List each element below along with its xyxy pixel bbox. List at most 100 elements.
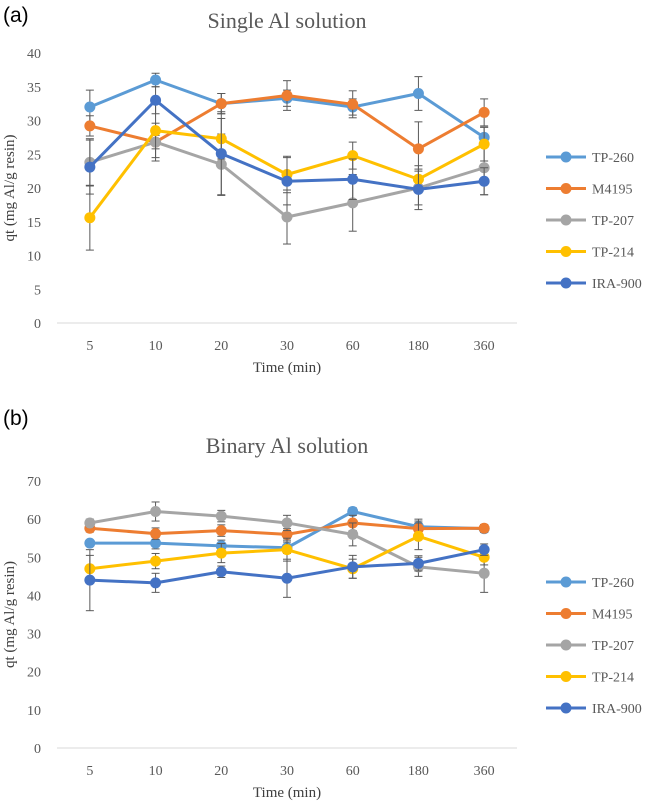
x-tick-label: 60	[346, 339, 360, 354]
data-point	[281, 90, 293, 102]
series-ira-900	[84, 543, 490, 612]
x-tick-label: 30	[280, 764, 294, 779]
data-point	[84, 120, 96, 132]
y-axis-label: qt (mg Al/g resin)	[2, 134, 18, 241]
x-tick-label: 5	[86, 339, 93, 354]
y-tick-label: 10	[27, 704, 41, 719]
y-axis-label: qt (mg Al/g resin)	[2, 561, 18, 668]
data-point	[150, 555, 162, 567]
y-tick-label: 25	[27, 148, 41, 163]
data-point	[84, 517, 96, 529]
y-tick-label: 35	[27, 81, 41, 96]
data-point	[84, 574, 96, 586]
data-point	[84, 161, 96, 173]
x-tick-label: 180	[408, 764, 429, 779]
y-tick-label: 0	[34, 742, 41, 757]
legend-item: IRA-900	[546, 277, 642, 292]
legend-item: IRA-900	[546, 702, 642, 717]
data-point	[347, 506, 359, 518]
data-point	[84, 537, 96, 549]
y-tick-label: 30	[27, 628, 41, 643]
data-point	[215, 510, 227, 522]
legend-label: IRA-900	[592, 702, 642, 717]
x-axis-label: Time (min)	[253, 360, 321, 376]
data-point	[281, 528, 293, 540]
x-tick-label: 5	[86, 764, 93, 779]
x-tick-label: 30	[280, 339, 294, 354]
data-point	[412, 88, 424, 99]
legend-marker	[560, 671, 572, 682]
legend-item: M4195	[546, 183, 632, 198]
x-tick-label: 20	[214, 339, 228, 354]
data-point	[347, 98, 359, 110]
data-point	[478, 175, 490, 187]
panel-label: (b)	[3, 407, 29, 430]
legend-label: M4195	[592, 608, 632, 623]
data-point	[84, 101, 96, 113]
data-point	[84, 212, 96, 224]
chart-panel-a: (a) Single Al solution 0 5 10 15 20 25 30 35 40 5 10…	[2, 4, 642, 376]
legend-item: TP-214	[546, 246, 634, 261]
data-point	[412, 143, 424, 155]
legend-marker	[560, 608, 572, 619]
legend-label: TP-207	[592, 214, 634, 229]
legend-item: TP-214	[546, 671, 634, 686]
panel-label: (a)	[3, 4, 29, 27]
legend-marker	[560, 702, 572, 714]
data-point	[281, 572, 293, 584]
y-tick-label: 30	[27, 115, 41, 130]
data-point	[150, 528, 162, 540]
data-point	[478, 106, 490, 118]
y-tick-label: 15	[27, 216, 41, 231]
series-ira-900	[84, 86, 490, 211]
data-point	[215, 566, 227, 578]
data-point	[281, 175, 293, 187]
chart-title: Single Al solution	[208, 8, 367, 33]
legend-item: M4195	[546, 608, 632, 623]
x-axis-label: Time (min)	[253, 785, 321, 801]
x-tick-label: 180	[408, 339, 429, 354]
legend-item: TP-207	[546, 214, 634, 229]
data-point	[478, 567, 490, 579]
data-point	[150, 74, 162, 86]
legend-marker	[560, 246, 572, 257]
data-point	[412, 183, 424, 195]
legend-label: TP-214	[592, 246, 634, 261]
data-point	[478, 551, 490, 563]
data-point	[215, 148, 227, 160]
legend-label: TP-214	[592, 671, 634, 686]
legend-marker	[560, 277, 572, 289]
data-point	[281, 211, 293, 223]
data-point	[347, 150, 359, 162]
y-tick-label: 70	[27, 475, 41, 490]
legend-label: TP-260	[592, 576, 634, 591]
data-point	[478, 138, 490, 150]
legend-label: M4195	[592, 183, 632, 198]
y-tick-label: 60	[27, 513, 41, 528]
data-point	[347, 561, 359, 573]
chart-title: Binary Al solution	[206, 433, 369, 458]
x-tick-label: 360	[474, 339, 495, 354]
legend-item: TP-207	[546, 639, 634, 654]
data-point	[215, 525, 227, 537]
legend-label: TP-207	[592, 639, 634, 654]
legend-marker	[560, 576, 572, 588]
legend-marker	[560, 639, 572, 651]
x-tick-label: 20	[214, 764, 228, 779]
y-tick-label: 20	[27, 666, 41, 681]
data-point	[347, 173, 359, 185]
data-point	[412, 530, 424, 542]
legend-marker	[560, 151, 572, 163]
data-point	[478, 544, 490, 556]
y-tick-label: 40	[27, 589, 41, 604]
data-point	[478, 522, 490, 534]
data-point	[150, 506, 162, 518]
y-tick-label: 0	[34, 317, 41, 332]
x-tick-label: 60	[346, 764, 360, 779]
y-tick-label: 20	[27, 182, 41, 197]
legend-item: TP-260	[546, 576, 634, 591]
data-point	[347, 197, 359, 209]
data-point	[281, 544, 293, 556]
data-point	[215, 547, 227, 559]
